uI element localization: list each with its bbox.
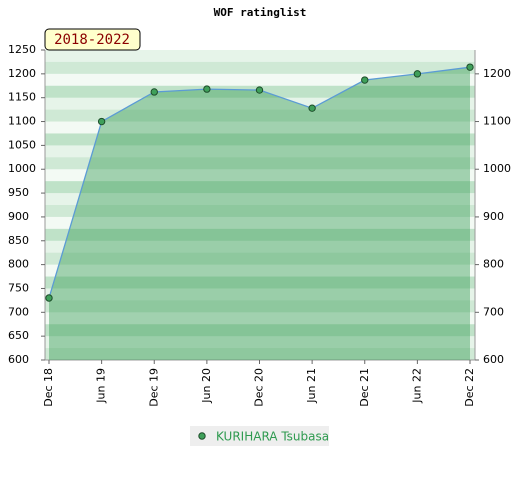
band — [45, 288, 475, 301]
band — [45, 50, 475, 63]
x-tick-label: Dec 18 — [42, 368, 55, 407]
y-tick-label: 1000 — [8, 162, 36, 175]
y2-tick-label: 700 — [483, 305, 504, 318]
band — [45, 228, 475, 242]
annotation: 2018-2022 — [54, 32, 130, 48]
y2-tick-label: 1100 — [483, 115, 511, 128]
band — [45, 97, 475, 111]
y2-tick-label: 800 — [483, 258, 504, 271]
y-tick-label: 1100 — [8, 115, 36, 128]
annotation-box — [44, 28, 141, 51]
band — [45, 61, 475, 75]
y-tick-label: 650 — [8, 329, 29, 342]
point — [361, 76, 369, 84]
legend-box — [190, 426, 329, 446]
band — [45, 121, 475, 134]
x-tick-label: Jun 21 — [305, 368, 318, 404]
band — [45, 193, 475, 206]
band — [45, 216, 475, 230]
legend-label: KURIHARA Tsubasa — [216, 430, 329, 444]
point — [308, 104, 316, 112]
band — [45, 348, 475, 361]
x-tick-label: Dec 22 — [463, 368, 476, 407]
point — [466, 63, 474, 71]
band — [45, 169, 475, 182]
y-tick-label: 900 — [8, 210, 29, 223]
area — [49, 67, 470, 361]
y2-tick-label: 900 — [483, 210, 504, 223]
band — [45, 312, 475, 325]
band — [45, 336, 475, 349]
band — [45, 276, 475, 289]
point — [45, 294, 53, 302]
x-tick-label: Jun 20 — [200, 368, 213, 404]
band — [45, 264, 475, 278]
y2-tick-label: 1000 — [483, 162, 511, 175]
legend-marker — [198, 432, 206, 440]
point — [413, 70, 422, 78]
point — [203, 85, 211, 93]
y-tick-label: 1250 — [8, 43, 36, 56]
band — [45, 157, 475, 170]
x-tick-label: Dec 20 — [253, 368, 266, 407]
x-tick-label: Dec 19 — [147, 368, 160, 407]
y-tick-label: 1050 — [8, 138, 36, 151]
x-tick-label: Dec 21 — [358, 368, 371, 407]
band — [45, 205, 475, 218]
chart-title: WOF ratinglist — [214, 6, 307, 19]
band — [45, 145, 475, 158]
point — [150, 88, 158, 96]
y-tick-label: 800 — [8, 258, 29, 271]
y2-tick-label: 1200 — [483, 67, 511, 80]
band — [45, 252, 475, 266]
y-tick-label: 750 — [8, 281, 29, 294]
x-tick-label: Jun 22 — [410, 368, 423, 404]
band — [45, 240, 475, 254]
x-tick-label: Jun 19 — [95, 368, 108, 404]
band — [45, 181, 475, 194]
band — [45, 73, 475, 87]
band — [45, 324, 475, 337]
band — [45, 133, 475, 146]
band — [45, 109, 475, 123]
band — [45, 300, 475, 313]
y-tick-label: 600 — [8, 353, 29, 366]
y-tick-label: 950 — [8, 186, 29, 199]
y-tick-label: 1150 — [8, 91, 36, 104]
point — [97, 117, 106, 126]
y-tick-label: 1200 — [8, 67, 36, 80]
point — [255, 86, 264, 94]
y-tick-label: 850 — [8, 234, 29, 247]
y2-tick-label: 600 — [483, 353, 504, 366]
y-tick-label: 700 — [8, 305, 29, 318]
